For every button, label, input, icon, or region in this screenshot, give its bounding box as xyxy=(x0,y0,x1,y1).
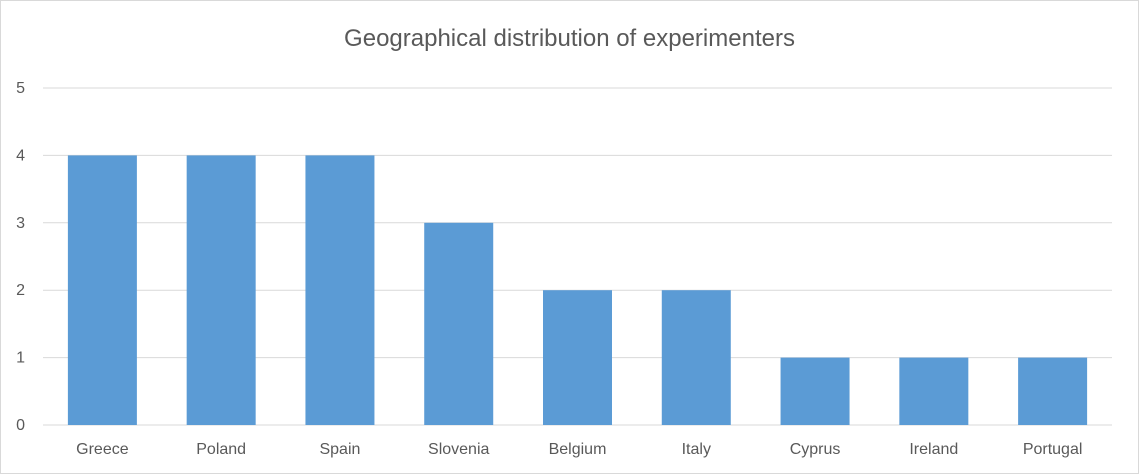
bars xyxy=(67,155,1088,425)
x-axis-labels: Greece Poland Spain Slovenia Belgium Italy Cyp… xyxy=(76,441,1082,458)
chart-title: Geographical distribution of experimente… xyxy=(344,25,795,52)
bar-ireland xyxy=(899,357,969,425)
y-tick-label: 1 xyxy=(16,350,25,367)
x-category-label: Slovenia xyxy=(428,441,489,458)
y-axis-ticks: 0 1 2 3 4 5 xyxy=(16,80,25,434)
bar-greece xyxy=(67,155,137,425)
bar-italy xyxy=(661,290,731,425)
y-tick-label: 4 xyxy=(16,147,25,164)
bar-spain xyxy=(305,155,375,425)
y-tick-label: 0 xyxy=(16,417,25,434)
y-tick-label: 3 xyxy=(16,215,25,232)
bar-slovenia xyxy=(424,222,494,425)
x-category-label: Cyprus xyxy=(790,441,841,458)
x-category-label: Spain xyxy=(319,441,360,458)
x-category-label: Ireland xyxy=(909,441,958,458)
bar-belgium xyxy=(543,290,612,425)
x-category-label: Portugal xyxy=(1023,441,1083,458)
bar-cyprus xyxy=(780,357,850,425)
bar-portugal xyxy=(1018,357,1088,425)
x-category-label: Belgium xyxy=(549,441,607,458)
bar-poland xyxy=(186,155,256,425)
y-tick-label: 2 xyxy=(16,282,25,299)
x-category-label: Poland xyxy=(196,441,246,458)
y-tick-label: 5 xyxy=(16,80,25,97)
x-category-label: Italy xyxy=(682,441,711,458)
x-category-label: Greece xyxy=(76,441,129,458)
